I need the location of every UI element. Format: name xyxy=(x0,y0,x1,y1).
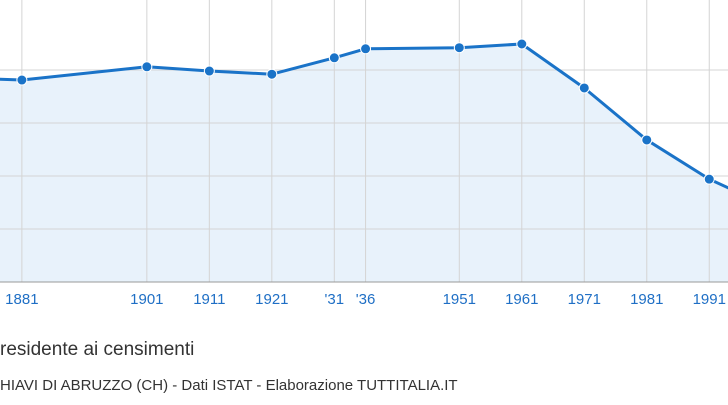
point xyxy=(516,38,528,50)
point xyxy=(360,43,372,55)
x-tick-label: 1901 xyxy=(130,291,163,308)
x-tick-label: 1971 xyxy=(568,291,601,308)
area xyxy=(0,43,728,282)
x-tick-label: '36 xyxy=(356,291,376,308)
x-tick-label: 1991 xyxy=(693,291,726,308)
point xyxy=(203,65,215,77)
point xyxy=(266,68,278,80)
x-tick-label: 1881 xyxy=(5,291,38,308)
x-tick-label: 1921 xyxy=(255,291,288,308)
point xyxy=(328,52,340,64)
x-tick-label: 1961 xyxy=(505,291,538,308)
caption: residente ai censimenti xyxy=(0,339,194,360)
point xyxy=(453,42,465,54)
point xyxy=(641,134,653,146)
point xyxy=(16,74,28,86)
x-tick-label: '31 xyxy=(325,291,345,308)
x-tick-label: 1951 xyxy=(443,291,476,308)
point xyxy=(703,173,715,185)
source: HIAVI DI ABRUZZO (CH) - Dati ISTAT - Ela… xyxy=(0,377,458,394)
point xyxy=(578,82,590,94)
plot-area xyxy=(0,0,728,282)
point xyxy=(141,61,153,73)
x-tick-label: 1911 xyxy=(193,291,225,308)
x-tick-label: 1981 xyxy=(630,291,663,308)
